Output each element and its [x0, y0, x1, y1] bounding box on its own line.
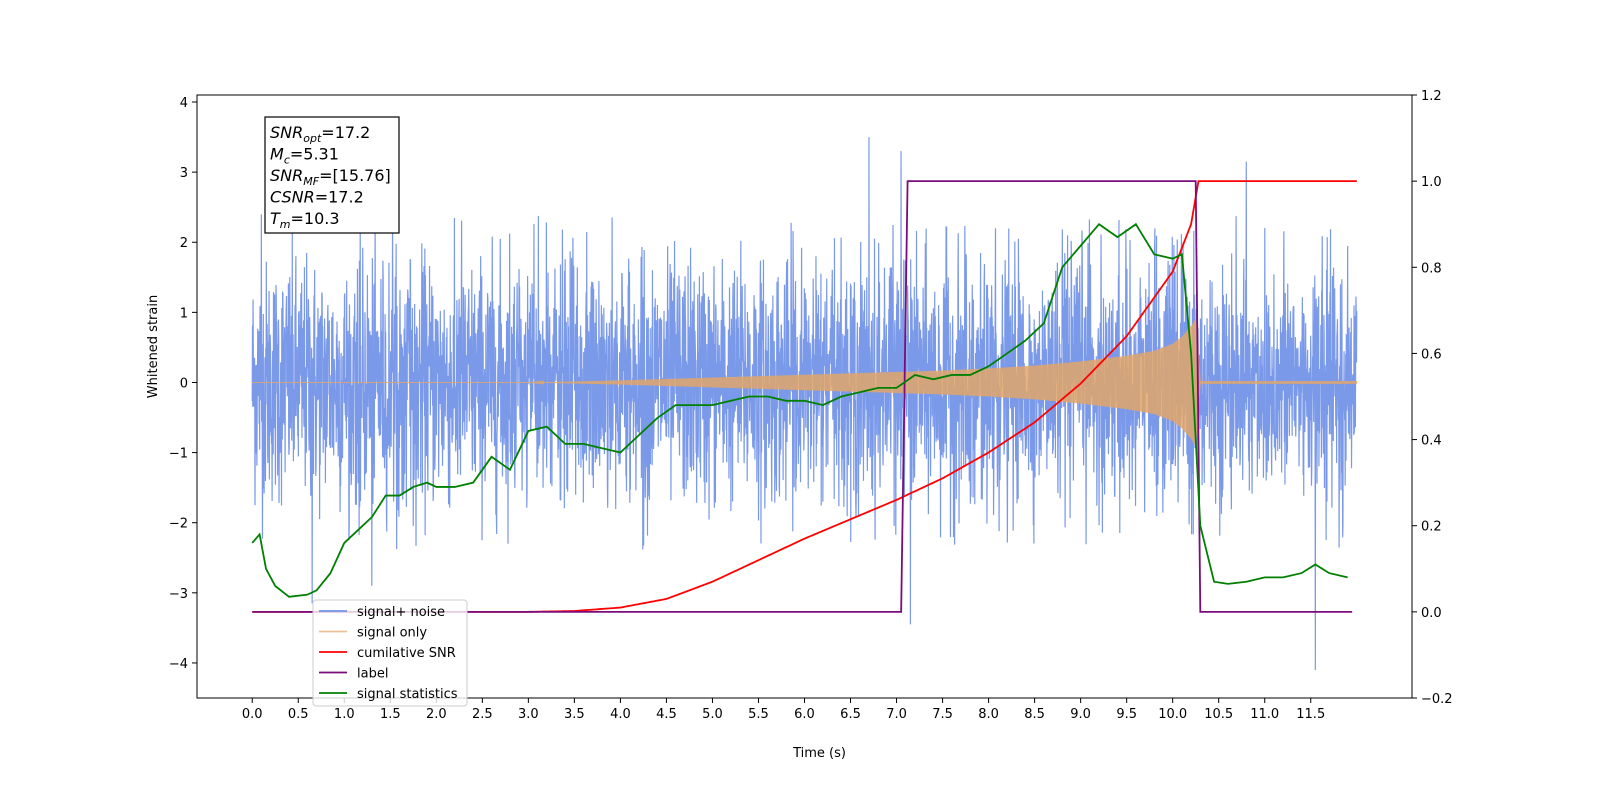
y-right-tick-label: 0.2 [1421, 520, 1442, 535]
info-symbol: M [270, 145, 284, 164]
x-tick-label: 2.0 [426, 707, 447, 722]
legend-label: signal+ noise [357, 605, 445, 620]
info-value: =17.2 [315, 188, 364, 207]
y-tick-label: −4 [169, 657, 188, 672]
x-tick-label: 9.0 [1070, 707, 1091, 722]
x-tick-label: 7.0 [886, 707, 907, 722]
y-tick-label: −2 [169, 517, 188, 532]
x-tick-label: 5.0 [702, 707, 723, 722]
x-tick-label: 0.0 [242, 707, 263, 722]
info-value: =[15.76] [319, 166, 391, 185]
y-tick-label: 2 [180, 236, 188, 251]
axes: 0.0 0.5 1.0 1.5 2.0 2.5 3.0 3.5 4.0 4.5 5.0 5.5 6.0 6… [146, 89, 1453, 761]
x-tick-label: 1.5 [380, 707, 401, 722]
y-tick-label: 1 [180, 306, 188, 321]
info-symbol: SNR [270, 123, 303, 142]
y-axis-label: Whitened strain [146, 295, 161, 398]
y-right-tick-label: −0.2 [1421, 692, 1453, 707]
legend-label: signal statistics [357, 687, 458, 702]
plot-area [251, 137, 1358, 670]
y-right-tick-label: 1.0 [1421, 175, 1442, 190]
x-tick-label: 8.0 [978, 707, 999, 722]
y-right-tick-label: 0.0 [1421, 606, 1442, 621]
info-line: CSNR=17.2 [270, 188, 364, 207]
info-subscript: MF [303, 175, 319, 188]
x-tick-label: 3.0 [518, 707, 539, 722]
info-value: =17.2 [321, 123, 370, 142]
x-tick-label: 8.5 [1024, 707, 1045, 722]
x-tick-label: 7.5 [932, 707, 953, 722]
info-subscript: m [280, 218, 291, 231]
y-right-tick-label: 0.6 [1421, 347, 1442, 362]
info-line: SNRMF=[15.76] [270, 166, 391, 188]
info-value: =10.3 [291, 209, 340, 228]
x-tick-label: 2.5 [472, 707, 493, 722]
info-line: SNRopt=17.2 [270, 123, 370, 145]
series-signal-statistics-line [251, 222, 1348, 598]
info-box-frame [264, 116, 400, 234]
info-symbol: T [270, 209, 281, 228]
info-symbol: SNR [270, 166, 303, 185]
y-tick-label: 4 [180, 96, 188, 111]
legend-label: signal only [357, 626, 427, 641]
legend-label: cumilative SNR [357, 646, 456, 661]
info-subscript: opt [303, 132, 322, 145]
y-right-tick-label: 0.4 [1421, 434, 1442, 449]
x-tick-label: 4.0 [610, 707, 631, 722]
x-tick-label: 11.5 [1296, 707, 1325, 722]
y-tick-label: 3 [180, 166, 188, 181]
x-tick-label: 11.0 [1250, 707, 1279, 722]
series-label-line [252, 180, 1353, 613]
x-axis-label: Time (s) [792, 746, 846, 761]
x-tick-label: 10.0 [1158, 707, 1187, 722]
y-right-tick-label: 0.8 [1421, 261, 1442, 276]
x-tick-label: 3.5 [564, 707, 585, 722]
x-tick-label: 5.5 [748, 707, 769, 722]
x-tick-label: 6.5 [840, 707, 861, 722]
info-box: SNRopt=17.2Mc=5.31SNRMF=[15.76]CSNR=17.2… [264, 116, 400, 234]
info-symbol: CSNR [270, 188, 315, 207]
info-line: Mc=5.31 [270, 145, 339, 167]
x-tick-label: 1.0 [334, 707, 355, 722]
series-signal-only-line [252, 319, 1358, 446]
info-subscript: c [284, 154, 290, 167]
y-tick-label: −1 [169, 447, 188, 462]
x-tick-label: 0.5 [288, 707, 309, 722]
x-tick-label: 10.5 [1204, 707, 1233, 722]
info-line: Tm=10.3 [270, 209, 340, 231]
legend-label: label [357, 667, 388, 682]
y-right-tick-label: 1.2 [1421, 89, 1442, 104]
x-tick-label: 9.5 [1116, 707, 1137, 722]
y-tick-label: −3 [169, 587, 188, 602]
legend-frame [312, 599, 468, 707]
y-tick-label: 0 [180, 376, 188, 391]
x-tick-label: 4.5 [656, 707, 677, 722]
legend: signal+ noise signal only cumilative SNR la… [312, 599, 468, 707]
info-value: =5.31 [290, 145, 339, 164]
x-tick-label: 6.0 [794, 707, 815, 722]
